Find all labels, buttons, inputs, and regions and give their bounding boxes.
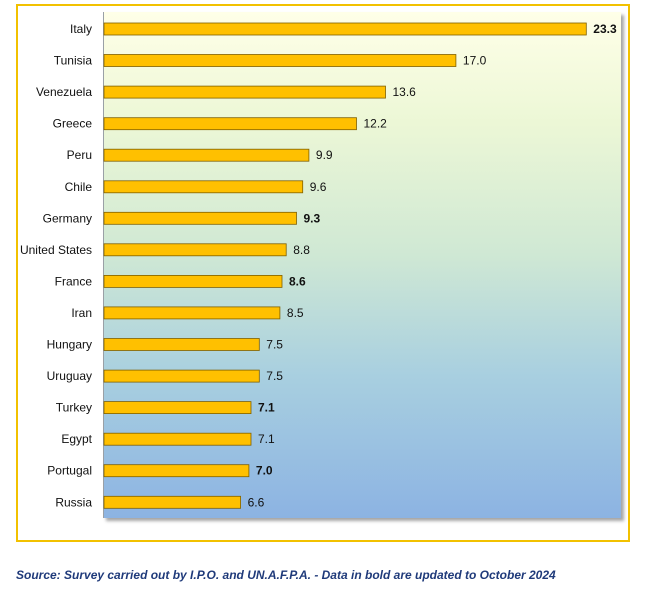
bar-iran bbox=[103, 306, 281, 320]
category-label: Chile bbox=[65, 180, 93, 194]
value-label: 9.3 bbox=[304, 211, 321, 225]
bar-greece bbox=[103, 117, 357, 131]
category-label: Portugal bbox=[47, 464, 92, 478]
category-label: United States bbox=[20, 243, 92, 257]
bar-united-states bbox=[103, 243, 287, 257]
category-label: Italy bbox=[70, 22, 92, 36]
category-label: Tunisia bbox=[54, 54, 93, 68]
bar-chile bbox=[103, 180, 304, 194]
value-label: 8.5 bbox=[287, 306, 304, 320]
category-label: Russia bbox=[55, 495, 92, 509]
category-label: France bbox=[55, 274, 93, 288]
bar-venezuela bbox=[103, 85, 386, 99]
category-label: Germany bbox=[43, 211, 92, 225]
bar-hungary bbox=[103, 338, 260, 351]
bar-peru bbox=[103, 148, 310, 162]
value-label: 23.3 bbox=[593, 22, 617, 36]
category-label: Turkey bbox=[56, 401, 92, 415]
value-label: 9.6 bbox=[310, 180, 327, 194]
category-label: Peru bbox=[67, 148, 92, 162]
bar-germany bbox=[103, 211, 297, 225]
value-label: 8.8 bbox=[293, 243, 310, 257]
value-label: 17.0 bbox=[463, 54, 487, 68]
bar-russia bbox=[103, 495, 242, 509]
bar-turkey bbox=[103, 401, 252, 415]
value-label: 7.5 bbox=[266, 338, 283, 352]
bar-chart: Italy 23.3 Tunisia 17.0 Venezuela 13.6 Greece 1… bbox=[20, 22, 617, 509]
value-label: 13.6 bbox=[393, 85, 417, 99]
bar-egypt bbox=[103, 432, 252, 446]
bar-france bbox=[103, 274, 283, 288]
category-label: Uruguay bbox=[47, 369, 92, 383]
category-label: Egypt bbox=[61, 432, 92, 446]
bar-portugal bbox=[103, 464, 250, 478]
bar-italy bbox=[103, 22, 587, 36]
bar-tunisia bbox=[103, 54, 457, 67]
value-label: 7.1 bbox=[258, 401, 275, 415]
value-label: 12.2 bbox=[364, 117, 388, 131]
value-label: 7.1 bbox=[258, 432, 275, 446]
value-label: 9.9 bbox=[316, 148, 333, 162]
value-label: 7.5 bbox=[266, 369, 283, 383]
value-label: 6.6 bbox=[248, 495, 265, 509]
bar-uruguay bbox=[103, 369, 260, 383]
category-label: Venezuela bbox=[36, 85, 92, 99]
category-label: Iran bbox=[71, 306, 92, 320]
value-label: 8.6 bbox=[289, 274, 306, 288]
category-label: Greece bbox=[53, 117, 93, 131]
value-label: 7.0 bbox=[256, 464, 273, 478]
source-note: Source: Survey carried out by I.P.O. and… bbox=[16, 568, 556, 582]
category-label: Hungary bbox=[47, 338, 92, 352]
